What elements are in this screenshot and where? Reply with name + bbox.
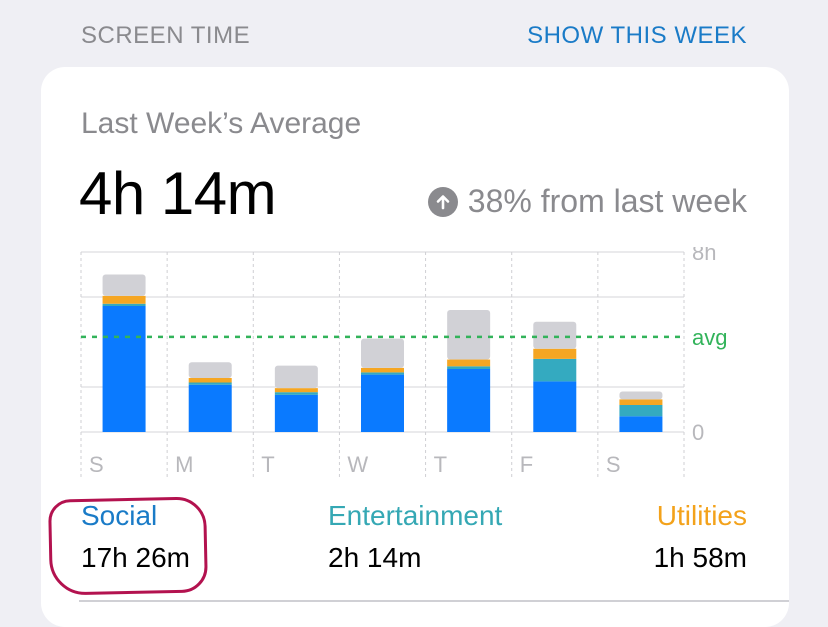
other-bar-segment bbox=[188, 362, 232, 378]
legend-social-value: 17h 26m bbox=[81, 542, 190, 573]
social-bar-segment bbox=[188, 384, 232, 432]
social-bar-segment bbox=[447, 369, 491, 432]
other-bar-segment bbox=[533, 321, 577, 349]
day-label: W bbox=[347, 452, 368, 477]
utilities-bar-segment bbox=[361, 367, 404, 373]
social-bar-segment bbox=[619, 416, 663, 432]
other-bar-segment bbox=[619, 391, 663, 400]
y-tick-label: 0 bbox=[692, 420, 704, 445]
entertainment-bar-segment bbox=[361, 372, 404, 375]
legend-entertainment-label: Entertainment bbox=[328, 500, 503, 531]
utilities-bar-segment bbox=[533, 348, 577, 359]
social-bar-segment bbox=[533, 381, 577, 432]
legend-entertainment-value: 2h 14m bbox=[328, 542, 422, 573]
screen-time-header: SCREEN TIME SHOW THIS WEEK bbox=[81, 22, 747, 52]
entertainment-bar-segment bbox=[533, 358, 577, 382]
legend-utilities[interactable]: Utilities 1h 58m bbox=[654, 500, 747, 574]
y-tick-label: 8h bbox=[692, 247, 716, 265]
entertainment-bar-segment bbox=[447, 366, 491, 369]
screen-time-card[interactable]: Last Week’s Average 4h 14m 38% from last… bbox=[41, 67, 789, 627]
utilities-bar-segment bbox=[102, 295, 146, 304]
average-label: Last Week’s Average bbox=[81, 107, 362, 140]
day-label: S bbox=[89, 452, 104, 477]
bottom-divider bbox=[79, 600, 789, 602]
section-title: SCREEN TIME bbox=[81, 22, 251, 49]
social-bar-segment bbox=[102, 306, 146, 432]
entertainment-bar-segment bbox=[188, 382, 232, 385]
trend-text: 38% from last week bbox=[467, 183, 747, 219]
legend-social[interactable]: Social 17h 26m bbox=[81, 500, 190, 574]
utilities-bar-segment bbox=[188, 378, 232, 383]
day-label: M bbox=[175, 452, 193, 477]
other-bar-segment bbox=[102, 274, 146, 296]
legend-utilities-label: Utilities bbox=[656, 500, 747, 531]
entertainment-bar-segment bbox=[619, 405, 663, 417]
day-label: T bbox=[434, 452, 447, 477]
day-label: F bbox=[520, 452, 533, 477]
legend-entertainment[interactable]: Entertainment 2h 14m bbox=[328, 500, 502, 574]
entertainment-bar-segment bbox=[274, 392, 318, 395]
social-bar-segment bbox=[361, 374, 404, 432]
utilities-bar-segment bbox=[447, 359, 491, 367]
average-line-label: avg bbox=[692, 325, 727, 350]
arrow-up-circle-icon bbox=[427, 186, 458, 217]
trend-indicator: 38% from last week bbox=[427, 183, 747, 220]
day-label: T bbox=[261, 452, 274, 477]
entertainment-bar-segment bbox=[102, 303, 146, 306]
other-bar-segment bbox=[361, 338, 404, 368]
other-bar-segment bbox=[447, 310, 491, 360]
day-label: S bbox=[606, 452, 621, 477]
utilities-bar-segment bbox=[274, 388, 318, 393]
legend-social-label: Social bbox=[81, 500, 158, 531]
show-this-week-link[interactable]: SHOW THIS WEEK bbox=[527, 22, 747, 49]
average-time: 4h 14m bbox=[79, 160, 277, 227]
utilities-bar-segment bbox=[619, 399, 663, 405]
category-legend: Social 17h 26m Entertainment 2h 14m Util… bbox=[81, 500, 747, 580]
social-circle-annotation bbox=[48, 496, 208, 596]
other-bar-segment bbox=[274, 365, 318, 389]
legend-utilities-value: 1h 58m bbox=[653, 542, 747, 573]
social-bar-segment bbox=[274, 394, 318, 432]
